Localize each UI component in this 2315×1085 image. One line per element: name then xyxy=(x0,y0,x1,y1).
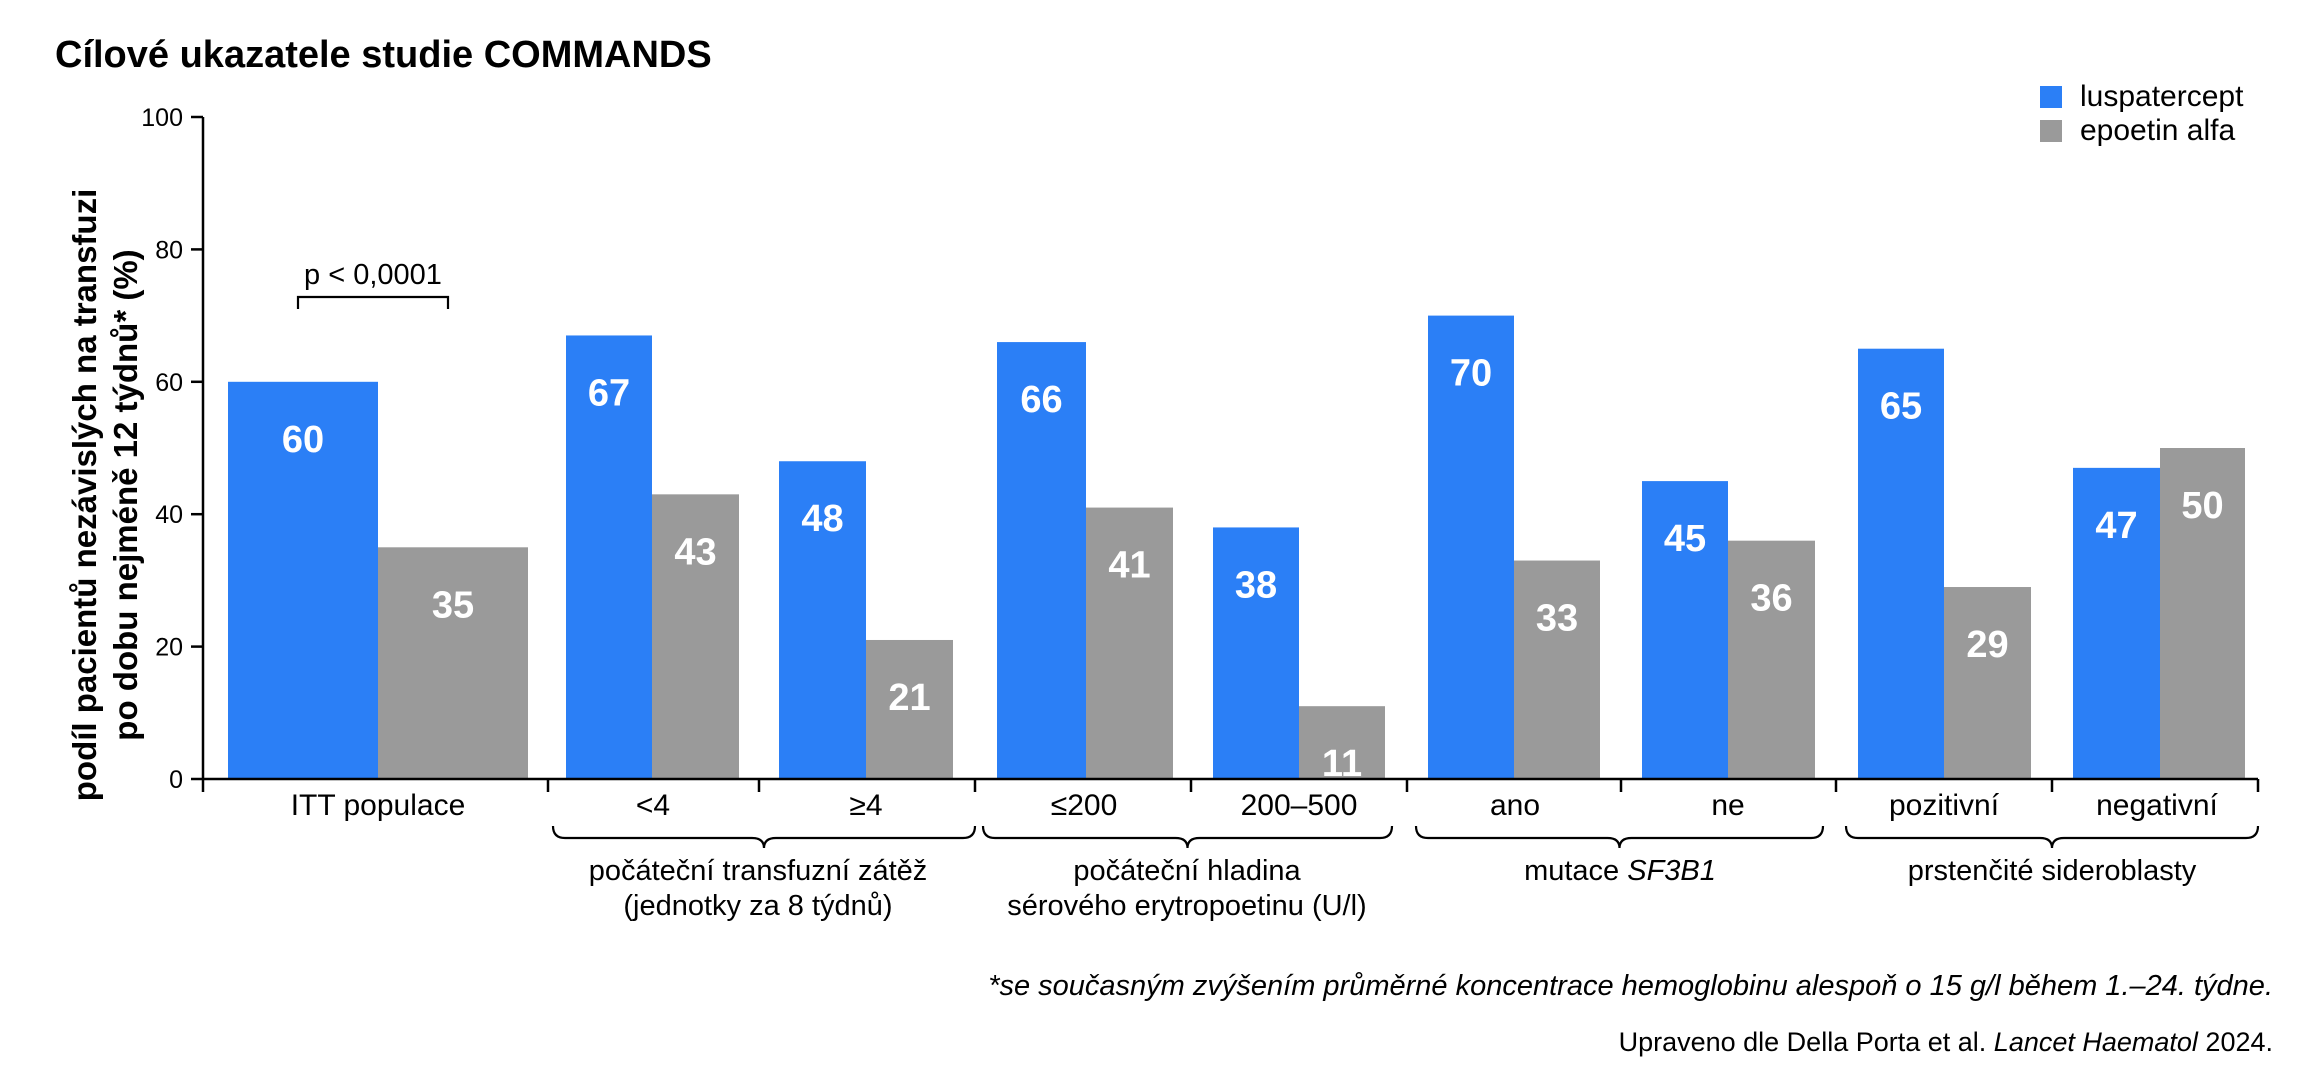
bar-value-label-epoetin-8: 50 xyxy=(2181,485,2223,527)
group-label-1-line-0: počáteční hladina xyxy=(1073,855,1301,887)
bar-value-label-epoetin-3: 41 xyxy=(1108,545,1150,587)
bar-value-label-luspatercept-3: 66 xyxy=(1020,379,1062,421)
bar-luspatercept-5 xyxy=(1428,315,1514,779)
group-label-1-line-1: sérového erytropoetinu (U/l) xyxy=(1007,890,1366,922)
bar-epoetin-6 xyxy=(1728,540,1815,779)
group-label-0-line-0: počáteční transfuzní zátěž xyxy=(589,855,928,887)
bar-value-label-epoetin-5: 33 xyxy=(1536,598,1578,640)
bar-epoetin-8 xyxy=(2160,448,2245,779)
bar-value-label-epoetin-1: 43 xyxy=(674,531,716,573)
y-tick-label-60: 60 xyxy=(155,369,183,397)
category-label-4: 200–500 xyxy=(1241,789,1358,822)
legend-label-epoetin: epoetin alfa xyxy=(2080,114,2236,147)
category-label-2: ≥4 xyxy=(849,789,882,822)
bar-value-label-luspatercept-8: 47 xyxy=(2095,505,2137,547)
category-label-7: pozitivní xyxy=(1889,789,2000,822)
group-brace-2 xyxy=(1414,825,1825,849)
y-tick-label-80: 80 xyxy=(155,236,183,264)
bar-value-label-luspatercept-7: 65 xyxy=(1880,386,1922,428)
bar-luspatercept-8 xyxy=(2073,467,2160,779)
bar-luspatercept-1 xyxy=(566,335,652,779)
bar-value-label-luspatercept-1: 67 xyxy=(588,372,630,414)
bar-value-label-luspatercept-2: 48 xyxy=(801,498,843,540)
bar-epoetin-0 xyxy=(378,547,528,779)
y-tick-label-0: 0 xyxy=(169,766,183,794)
y-tick-label-40: 40 xyxy=(155,501,183,529)
legend-item-luspatercept: luspatercept xyxy=(2040,80,2243,114)
y-tick-label-100: 100 xyxy=(141,104,183,132)
bar-epoetin-7 xyxy=(1944,587,2031,779)
bar-value-label-luspatercept-0: 60 xyxy=(282,419,324,461)
bar-value-label-epoetin-7: 29 xyxy=(1966,624,2008,666)
significance-label: p < 0,0001 xyxy=(304,259,442,291)
category-label-0: ITT populace xyxy=(291,789,466,822)
bar-epoetin-2 xyxy=(866,639,953,779)
group-brace-0 xyxy=(551,825,977,849)
bar-value-label-luspatercept-6: 45 xyxy=(1664,518,1706,560)
chart-title: Cílové ukazatele studie COMMANDS xyxy=(55,34,712,76)
legend-swatch-epoetin xyxy=(2040,120,2062,142)
significance-bracket xyxy=(296,295,450,309)
bar-value-label-luspatercept-5: 70 xyxy=(1450,353,1492,395)
category-label-1: <4 xyxy=(636,789,670,822)
source-citation: Upraveno dle Della Porta et al. Lancet H… xyxy=(1619,1027,2273,1058)
group-brace-1 xyxy=(981,825,1394,849)
bar-epoetin-3 xyxy=(1086,507,1173,779)
source-suffix: 2024. xyxy=(2197,1027,2273,1057)
legend-label-luspatercept: luspatercept xyxy=(2080,80,2244,113)
category-label-6: ne xyxy=(1711,789,1744,822)
legend-item-epoetin: epoetin alfa xyxy=(2040,114,2243,148)
bar-luspatercept-2 xyxy=(779,461,866,779)
category-label-3: ≤200 xyxy=(1051,789,1118,822)
group-label-2-text: mutace xyxy=(1524,855,1627,887)
bar-luspatercept-6 xyxy=(1642,481,1728,779)
group-label-2-italic: SF3B1 xyxy=(1627,855,1716,887)
group-label-2: mutace SF3B1 xyxy=(1524,855,1716,887)
bar-epoetin-1 xyxy=(652,494,739,779)
bar-value-label-epoetin-2: 21 xyxy=(888,677,930,719)
bar-value-label-epoetin-0: 35 xyxy=(432,584,474,626)
group-brace-3 xyxy=(1844,825,2260,849)
footnote: *se současným zvýšením průměrné koncentr… xyxy=(988,970,2273,1002)
bar-luspatercept-0 xyxy=(228,381,378,779)
group-label-3-line-0: prstenčité sideroblasty xyxy=(1908,855,2197,887)
bar-value-label-epoetin-6: 36 xyxy=(1750,578,1792,620)
bar-luspatercept-4 xyxy=(1213,527,1299,779)
bar-luspatercept-3 xyxy=(997,342,1086,779)
y-tick-label-20: 20 xyxy=(155,634,183,662)
bar-luspatercept-7 xyxy=(1858,348,1944,779)
legend: luspatercept epoetin alfa xyxy=(2040,80,2243,148)
bar-epoetin-4 xyxy=(1299,706,1385,779)
legend-swatch-luspatercept xyxy=(2040,86,2062,108)
category-label-5: ano xyxy=(1490,789,1540,822)
source-prefix: Upraveno dle Della Porta et al. xyxy=(1618,1027,1994,1057)
source-journal: Lancet Haematol xyxy=(1993,1027,2198,1057)
group-label-0-line-1: (jednotky za 8 týdnů) xyxy=(623,890,892,922)
bar-epoetin-5 xyxy=(1514,560,1600,779)
bar-value-label-luspatercept-4: 38 xyxy=(1235,564,1277,606)
category-label-8: negativní xyxy=(2096,789,2218,822)
